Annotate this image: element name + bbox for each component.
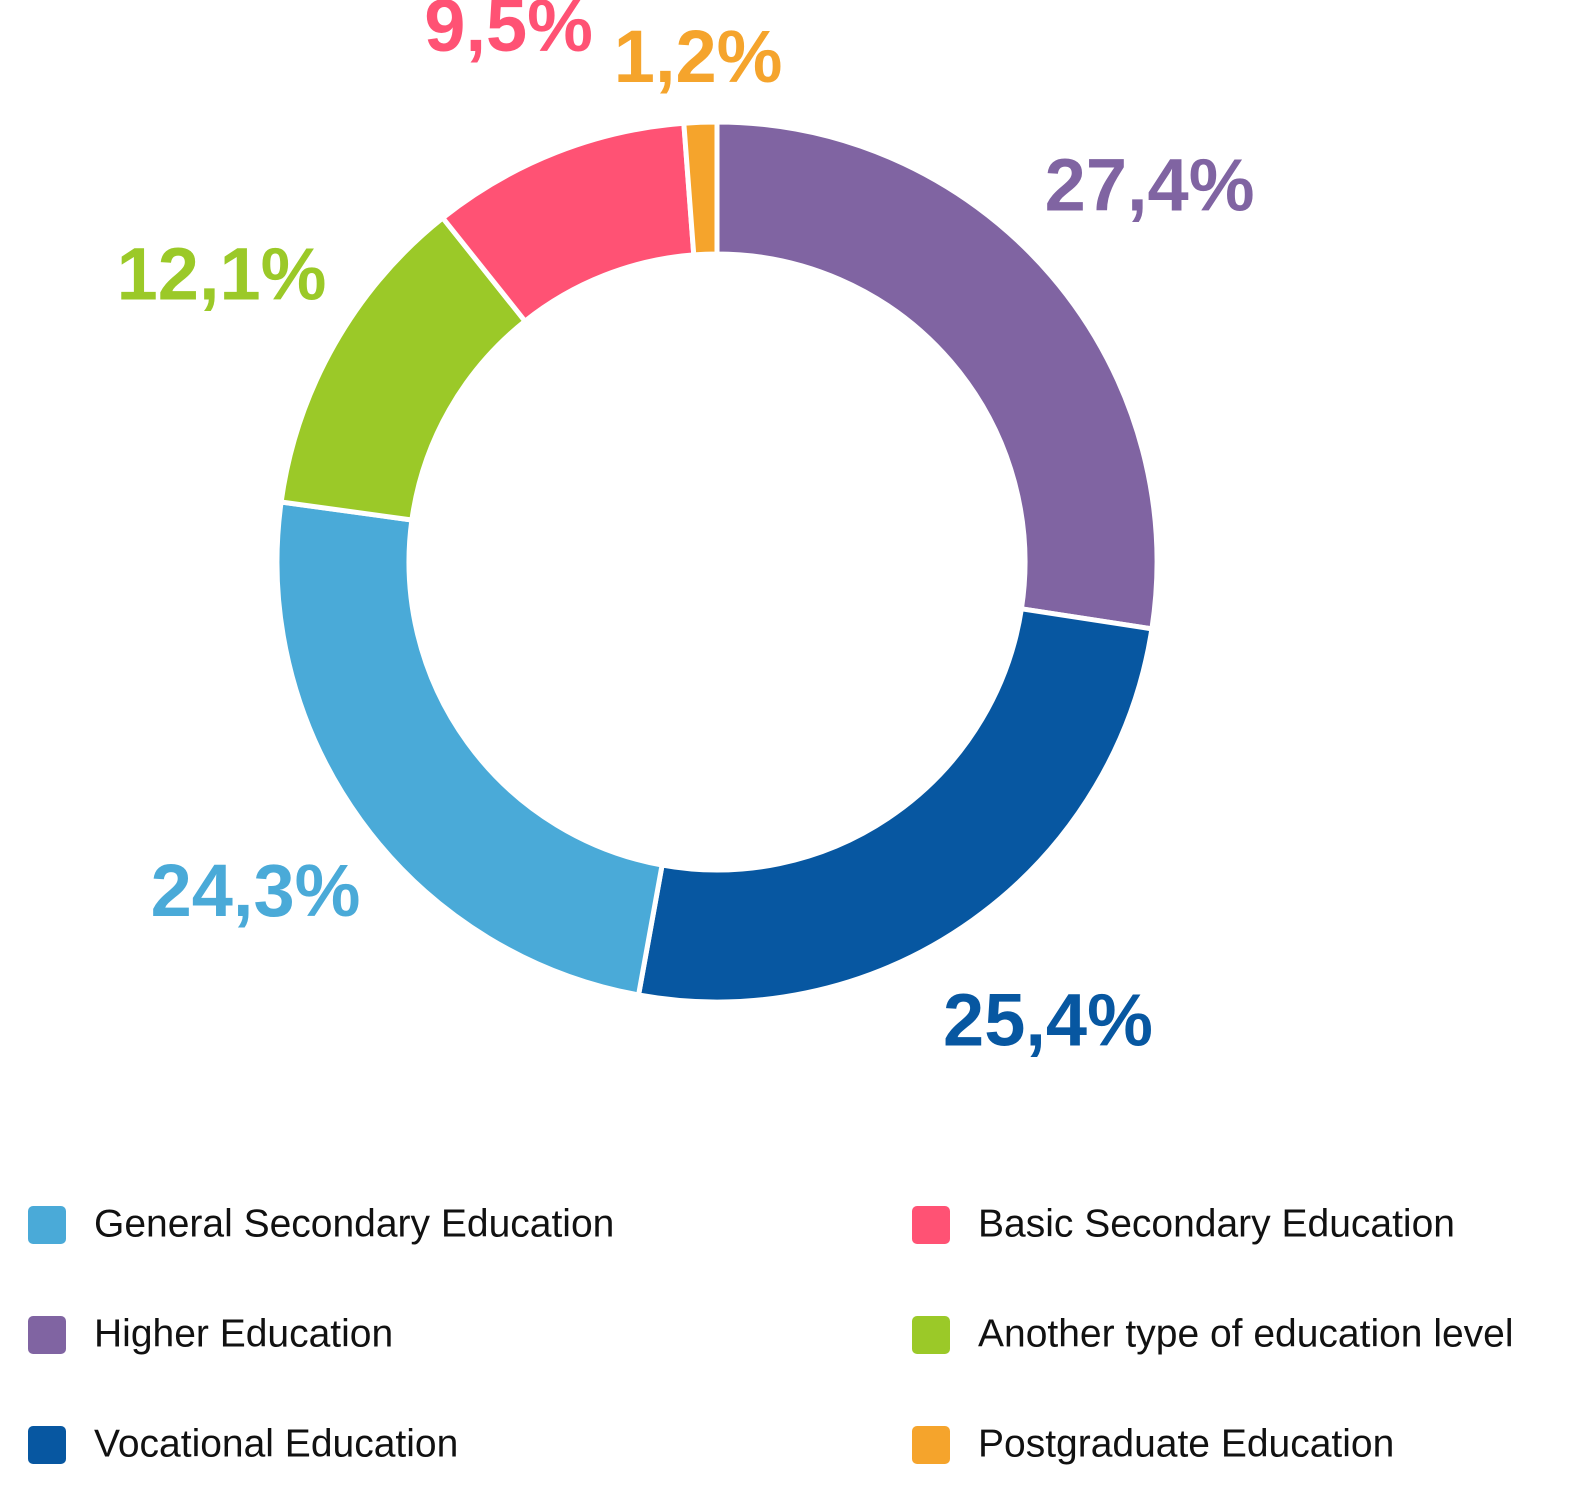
value-label: 9,5% (424, 0, 593, 67)
legend-swatch (28, 1426, 66, 1464)
legend-swatch (912, 1426, 950, 1464)
legend-swatch (912, 1206, 950, 1244)
legend-label: General Secondary Education (94, 1202, 614, 1245)
value-label: 24,3% (151, 849, 361, 932)
donut-segment (274, 499, 665, 998)
value-label: 12,1% (117, 233, 327, 316)
donut-segment (635, 605, 1155, 1005)
legend-label: Another type of education level (978, 1312, 1514, 1355)
legend-swatch (28, 1316, 66, 1354)
legend-label: Higher Education (94, 1312, 393, 1355)
legend-label: Postgraduate Education (978, 1422, 1394, 1465)
donut-segment (714, 119, 1160, 632)
donut-segment (681, 119, 720, 258)
value-label: 27,4% (1045, 143, 1255, 226)
legend-label: Vocational Education (94, 1422, 458, 1465)
value-label: 25,4% (943, 979, 1153, 1062)
legend-label: Basic Secondary Education (978, 1202, 1455, 1245)
legend-swatch (912, 1316, 950, 1354)
legend-swatch (28, 1206, 66, 1244)
value-label: 1,2% (614, 15, 783, 98)
